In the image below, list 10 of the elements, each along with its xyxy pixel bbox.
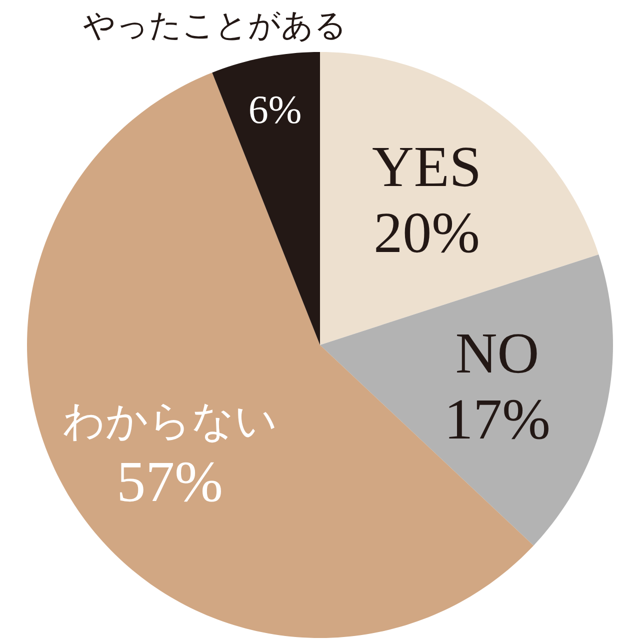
slice-label: やったことがある — [82, 7, 347, 43]
slice-label: YES — [372, 134, 482, 200]
pie-slice — [212, 52, 320, 345]
slice-label: NO — [455, 320, 540, 386]
data-label: 6% — [248, 86, 302, 132]
slice-label: わからない — [62, 399, 278, 446]
data-label: 57% — [116, 449, 223, 514]
pie-slice — [320, 254, 613, 546]
data-label: 17% — [444, 386, 550, 452]
data-label: 20% — [374, 200, 480, 266]
